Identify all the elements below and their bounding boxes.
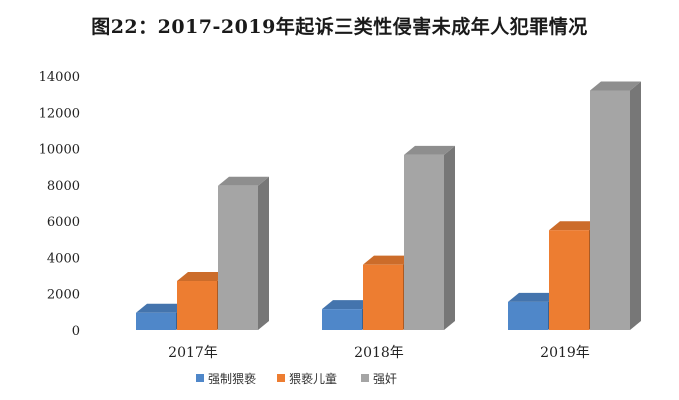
y-tick-label: 4000 <box>47 251 80 266</box>
y-tick-label: 0 <box>72 324 80 339</box>
legend-swatch <box>277 374 285 382</box>
bar-front <box>404 154 444 330</box>
bar-side <box>444 145 455 330</box>
y-tick-label: 12000 <box>39 106 80 121</box>
x-category-label: 2018年 <box>354 345 404 361</box>
x-category-label: 2017年 <box>168 345 218 361</box>
legend-label: 强制猥亵 <box>208 371 256 386</box>
legend-swatch <box>361 374 369 382</box>
y-tick-label: 14000 <box>39 70 80 85</box>
bar-top <box>218 176 269 186</box>
bar-top <box>136 303 187 313</box>
bar-top <box>549 221 600 231</box>
bar-front <box>218 185 258 330</box>
chart-title: 图22：2017-2019年起诉三类性侵害未成年人犯罪情况 <box>91 16 588 38</box>
legend-label: 猥亵儿童 <box>289 371 337 386</box>
y-tick-label: 8000 <box>47 179 80 194</box>
bar-side <box>630 81 641 330</box>
bar-top <box>404 145 455 155</box>
legend-swatch <box>196 374 204 382</box>
y-tick-label: 2000 <box>47 288 80 303</box>
bar-top <box>363 255 414 265</box>
x-category-label: 2019年 <box>540 345 590 361</box>
legend: 强制猥亵 猥亵儿童 强奸 <box>196 371 397 386</box>
bar <box>590 81 641 330</box>
bar-top <box>177 272 228 282</box>
bar-front <box>363 264 403 330</box>
bar-top <box>590 81 641 91</box>
category-labels: 2017年 2018年 2019年 <box>168 345 590 361</box>
legend-label: 强奸 <box>373 372 397 386</box>
bars-group <box>136 81 641 330</box>
bar-front <box>177 281 217 330</box>
y-tick-label: 6000 <box>47 215 80 230</box>
bar-front <box>508 301 548 330</box>
y-axis-ticks: 0 2000 4000 6000 8000 10000 12000 14000 <box>39 70 80 339</box>
bar-front <box>322 309 362 330</box>
bar <box>218 176 269 330</box>
y-tick-label: 10000 <box>39 143 80 158</box>
bar <box>404 145 455 330</box>
bar-side <box>258 176 269 330</box>
bar-top <box>322 300 373 310</box>
bar-front <box>590 90 630 330</box>
bar-front <box>136 312 176 330</box>
bar-front <box>549 230 589 330</box>
bar-top <box>508 292 559 302</box>
